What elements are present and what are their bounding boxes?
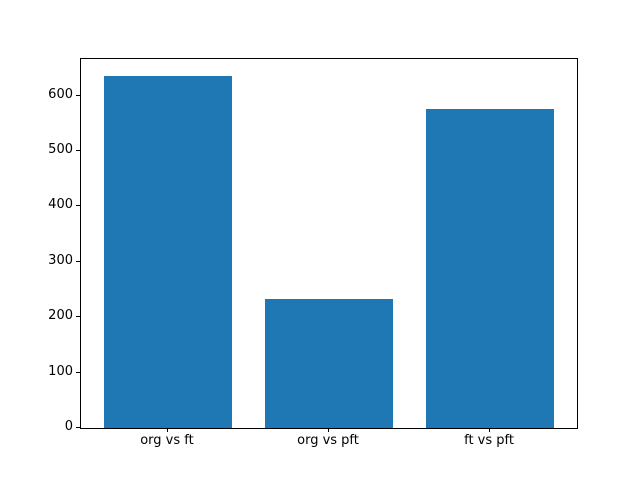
y-tick-mark xyxy=(76,260,80,262)
y-tick-mark xyxy=(76,205,80,207)
x-tick-label: ft vs pft xyxy=(464,433,514,448)
plot-area xyxy=(80,58,578,429)
y-tick-mark xyxy=(76,371,80,373)
x-tick-mark xyxy=(489,428,491,432)
x-tick-label: org vs ft xyxy=(140,433,194,448)
y-tick-label: 500 xyxy=(48,141,73,157)
x-tick-mark xyxy=(328,428,329,432)
x-tick-mark xyxy=(166,428,168,432)
y-tick-mark xyxy=(76,149,80,151)
y-tick-mark xyxy=(76,94,80,96)
y-tick-mark xyxy=(76,427,80,428)
y-tick-label: 100 xyxy=(48,363,73,379)
bar-ft-vs-pft xyxy=(425,109,555,428)
y-tick-label: 0 xyxy=(64,419,73,434)
y-tick-label: 200 xyxy=(48,308,73,324)
y-tick-label: 600 xyxy=(48,86,73,102)
y-tick-label: 400 xyxy=(48,197,73,213)
bar-org-vs-ft xyxy=(103,76,233,428)
y-tick-mark xyxy=(76,316,80,318)
bar-org-vs-pft xyxy=(264,299,394,428)
y-tick-label: 300 xyxy=(48,252,73,268)
x-tick-label: org vs pft xyxy=(297,433,359,448)
